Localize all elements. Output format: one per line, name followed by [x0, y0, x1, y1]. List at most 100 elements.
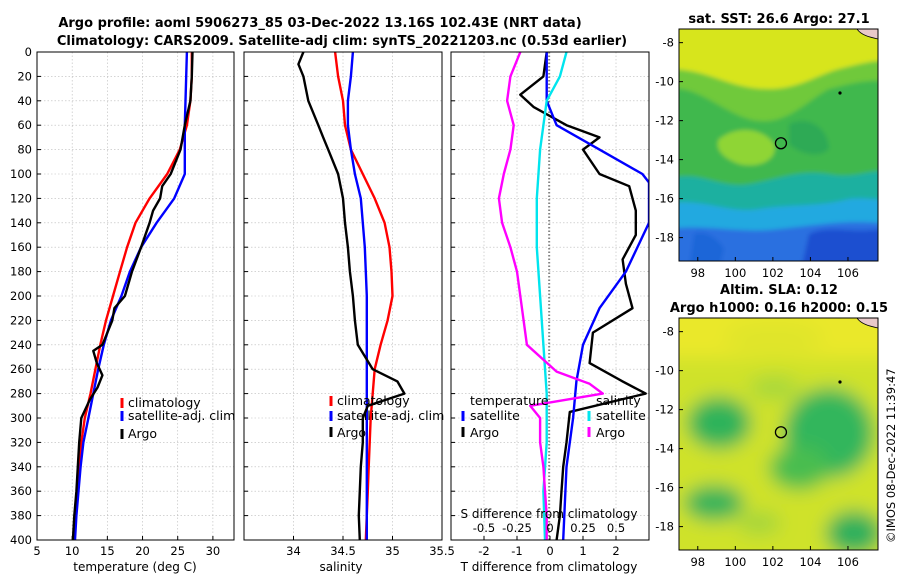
- map-y-tick-label: -14: [655, 153, 674, 167]
- map-y-tick-label: -12: [655, 114, 674, 128]
- sla-field: [679, 318, 878, 550]
- x-tick-label: 15: [100, 544, 115, 558]
- y-tick-label: 40: [17, 94, 32, 108]
- difference-legend: temperature salinity satellite Argo sate…: [461, 393, 646, 440]
- y-tick-label: 0: [25, 45, 32, 59]
- salinity-legend: climatology satellite-adj. clim Argo: [329, 393, 444, 440]
- map-y-tick-label: -10: [655, 75, 674, 89]
- map-x-tick-label: 98: [690, 555, 705, 569]
- map-y-tick-label: -16: [655, 481, 674, 495]
- y-tick-label: 280: [10, 387, 32, 401]
- x-tick-label: 0: [546, 544, 553, 558]
- sst-map-panel: sat. SST: 26.6 Argo: 27.1 98 100 102 104 106…: [655, 12, 879, 280]
- map-y-tick-label: -14: [655, 442, 674, 456]
- series-satellite-adj-clim: [346, 52, 368, 540]
- x-tick-label: -1: [511, 544, 522, 558]
- s-tick-label: -0.5: [473, 521, 495, 535]
- sla-map-panel: Altim. SLA: 0.12 Argo h1000: 0.16 h2000:…: [655, 283, 888, 569]
- x-tick-label: 20: [135, 544, 150, 558]
- legend-s-argo: Argo: [596, 425, 625, 440]
- map-x-tick-label: 100: [724, 555, 746, 569]
- sst-profile-location-marker: [774, 137, 788, 150]
- y-tick-label: 180: [10, 265, 32, 279]
- legend-argo: Argo: [337, 425, 366, 440]
- map-y-tick-label: -16: [655, 192, 674, 206]
- series-t-argo: [519, 52, 647, 540]
- y-tick-label: 220: [10, 313, 32, 327]
- x-tick-label: 35: [385, 544, 400, 558]
- coastline: [856, 318, 878, 329]
- series-climatology: [333, 52, 394, 540]
- x-tick-label: 34.5: [330, 544, 356, 558]
- legend-climatology: climatology: [128, 395, 201, 410]
- y-tick-label: 100: [10, 167, 32, 181]
- series-s-satellite: [535, 52, 568, 540]
- map-x-tick-label: 102: [762, 555, 784, 569]
- difference-panel: -2 -1 0 1 2 T difference from climatology S …: [450, 51, 650, 574]
- y-tick-label: 60: [17, 118, 32, 132]
- x-tick-label: 2: [612, 544, 619, 558]
- y-tick-label: 260: [10, 362, 32, 376]
- x-tick-label: 25: [170, 544, 185, 558]
- legend-satellite-adj: satellite-adj. clim: [337, 408, 444, 423]
- temperature-panel: 5 10 15 20 25 3002040608010012014016018020022…: [10, 45, 235, 574]
- sla-map-title-line2: Argo h1000: 0.16 h2000: 0.15: [670, 301, 888, 316]
- x-tick-label: 10: [65, 544, 80, 558]
- y-tick-label: 240: [10, 338, 32, 352]
- y-tick-label: 360: [10, 484, 32, 498]
- s-tick-label: 0: [546, 521, 553, 535]
- sla-map-title-line1: Altim. SLA: 0.12: [720, 283, 838, 298]
- x-tick-label: 1: [579, 544, 586, 558]
- legend-satellite-adj: satellite-adj. clim: [128, 408, 235, 423]
- map-x-tick-label: 102: [762, 266, 784, 280]
- y-tick-label: 20: [17, 69, 32, 83]
- legend-title-temperature: temperature: [470, 393, 549, 408]
- y-tick-label: 120: [10, 191, 32, 205]
- legend-argo: Argo: [128, 426, 157, 441]
- y-tick-label: 160: [10, 240, 32, 254]
- series-satellite-adj-clim: [73, 52, 189, 540]
- s-tick-label: 0.5: [607, 521, 625, 535]
- map-x-tick-label: 106: [837, 555, 859, 569]
- x-tick-label: 35.5: [429, 544, 455, 558]
- y-tick-label: 140: [10, 216, 32, 230]
- map-x-tick-label: 98: [690, 266, 705, 280]
- salinity-panel: 34 34.5 35 35.5 salinity climatology satell…: [243, 51, 455, 574]
- legend-t-argo: Argo: [470, 425, 499, 440]
- y-tick-label: 380: [10, 509, 32, 523]
- x-tick-label: 30: [206, 544, 221, 558]
- sla-profile-location-marker: [774, 426, 788, 439]
- y-tick-label: 200: [10, 289, 32, 303]
- map-y-tick-label: -8: [663, 325, 674, 339]
- temperature-xlabel: temperature (deg C): [73, 560, 196, 574]
- t-difference-xlabel: T difference from climatology: [460, 560, 638, 574]
- temperature-legend: climatology satellite-adj. clim Argo: [120, 395, 235, 441]
- salinity-xlabel: salinity: [319, 560, 362, 574]
- legend-title-salinity: salinity: [596, 393, 641, 408]
- map-x-tick-label: 100: [724, 266, 746, 280]
- figure-title-line2: Climatology: CARS2009. Satellite-adj cli…: [57, 34, 627, 49]
- x-tick-label: -2: [478, 544, 489, 558]
- x-tick-label: 34: [286, 544, 301, 558]
- y-tick-label: 80: [17, 143, 32, 157]
- legend-climatology: climatology: [337, 393, 410, 408]
- map-x-tick-label: 106: [837, 266, 859, 280]
- map-x-tick-label: 104: [799, 555, 821, 569]
- sst-map-title: sat. SST: 26.6 Argo: 27.1: [688, 12, 869, 27]
- legend-t-satellite: satellite: [470, 408, 520, 423]
- s-difference-axis-label: S difference from climatology: [461, 507, 638, 521]
- y-tick-label: 340: [10, 460, 32, 474]
- map-y-tick-label: -10: [655, 364, 674, 378]
- map-y-tick-label: -18: [655, 520, 674, 534]
- series-t-satellite: [545, 52, 649, 540]
- s-tick-label: 0.25: [570, 521, 596, 535]
- legend-s-satellite: satellite: [596, 408, 646, 423]
- map-y-tick-label: -18: [655, 231, 674, 245]
- island-marker: [838, 380, 842, 384]
- y-tick-label: 300: [10, 411, 32, 425]
- sst-field: [679, 29, 878, 261]
- y-tick-label: 400: [10, 533, 32, 547]
- figure-title-line1: Argo profile: aoml 5906273_85 03-Dec-202…: [58, 16, 581, 31]
- map-x-tick-label: 104: [799, 266, 821, 280]
